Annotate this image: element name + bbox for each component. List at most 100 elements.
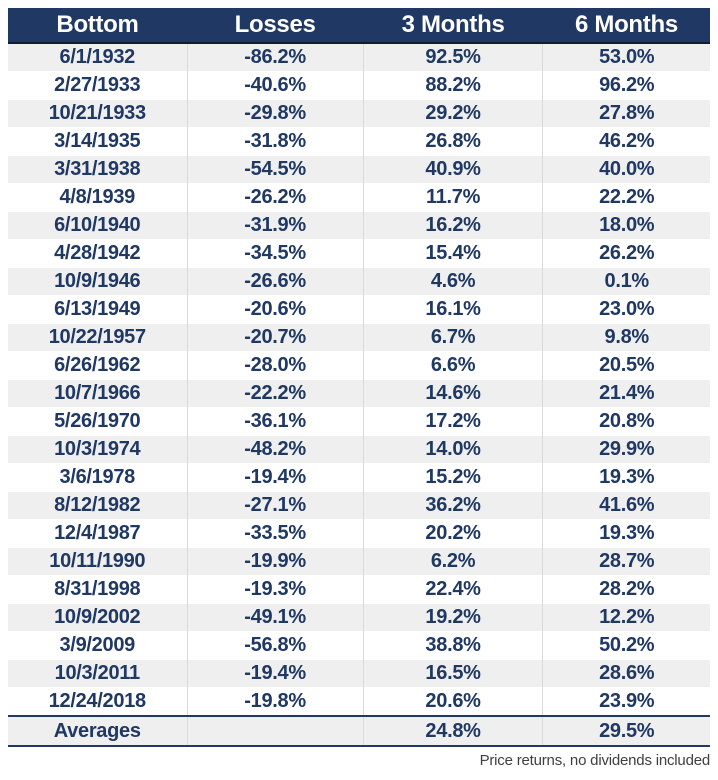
cell-bottom-date: 6/13/1949 — [8, 295, 187, 324]
cell-bottom-date: 4/8/1939 — [8, 183, 187, 212]
cell-6-months: 27.8% — [542, 99, 710, 128]
cell-6-months: 28.7% — [542, 547, 710, 576]
header-cell-losses: Losses — [187, 8, 364, 44]
cell-bottom-date: 12/24/2018 — [8, 687, 187, 716]
cell-3-months: 6.6% — [362, 351, 543, 380]
cell-6-months: 53.0% — [542, 42, 710, 72]
cell-6-months: 28.6% — [542, 659, 710, 688]
table-row: 8/31/1998 -19.3% 22.4% 28.2% — [8, 575, 710, 604]
cell-3-months: 4.6% — [362, 267, 543, 296]
table-row: 6/13/1949 -20.6% 16.1% 23.0% — [8, 295, 710, 324]
cell-loss: -19.4% — [186, 659, 364, 688]
cell-loss: -28.0% — [186, 351, 364, 380]
cell-bottom-date: 10/7/1966 — [8, 379, 187, 408]
averages-losses-cell — [186, 715, 364, 747]
cell-loss: -31.8% — [186, 127, 364, 156]
table-row: 10/3/1974 -48.2% 14.0% 29.9% — [8, 435, 710, 464]
cell-6-months: 21.4% — [542, 379, 710, 408]
cell-loss: -56.8% — [186, 631, 364, 660]
cell-bottom-date: 10/9/2002 — [8, 603, 187, 632]
cell-3-months: 40.9% — [362, 155, 543, 184]
cell-loss: -19.4% — [186, 463, 364, 492]
header-row: Bottom Losses 3 Months 6 Months — [8, 8, 710, 44]
table-row: 4/8/1939 -26.2% 11.7% 22.2% — [8, 183, 710, 212]
header-cell-3-months: 3 Months — [363, 8, 543, 44]
averages-label: Averages — [8, 715, 187, 747]
cell-loss: -19.8% — [186, 687, 364, 716]
table-row: 12/24/2018 -19.8% 20.6% 23.9% — [8, 687, 710, 716]
cell-3-months: 22.4% — [362, 575, 543, 604]
cell-6-months: 9.8% — [542, 323, 710, 352]
cell-bottom-date: 6/1/1932 — [8, 42, 187, 72]
table-row: 3/14/1935 -31.8% 26.8% 46.2% — [8, 127, 710, 156]
cell-6-months: 41.6% — [542, 491, 710, 520]
cell-6-months: 50.2% — [542, 631, 710, 660]
table-row: 8/12/1982 -27.1% 36.2% 41.6% — [8, 491, 710, 520]
header-cell-6-months: 6 Months — [542, 8, 710, 44]
averages-6-months-cell: 29.5% — [542, 715, 710, 747]
cell-bottom-date: 2/27/1933 — [8, 71, 187, 100]
cell-6-months: 22.2% — [542, 183, 710, 212]
cell-loss: -34.5% — [186, 239, 364, 268]
cell-bottom-date: 4/28/1942 — [8, 239, 187, 268]
cell-3-months: 29.2% — [362, 99, 543, 128]
cell-bottom-date: 3/31/1938 — [8, 155, 187, 184]
cell-6-months: 18.0% — [542, 211, 710, 240]
cell-6-months: 96.2% — [542, 71, 710, 100]
table-row: 10/9/1946 -26.6% 4.6% 0.1% — [8, 267, 710, 296]
cell-6-months: 26.2% — [542, 239, 710, 268]
table-row: 10/9/2002 -49.1% 19.2% 12.2% — [8, 603, 710, 632]
cell-3-months: 17.2% — [362, 407, 543, 436]
cell-3-months: 19.2% — [362, 603, 543, 632]
cell-bottom-date: 3/9/2009 — [8, 631, 187, 660]
cell-loss: -27.1% — [186, 491, 364, 520]
cell-6-months: 29.9% — [542, 435, 710, 464]
cell-6-months: 0.1% — [542, 267, 710, 296]
cell-loss: -19.3% — [186, 575, 364, 604]
cell-loss: -36.1% — [186, 407, 364, 436]
table-row: 3/31/1938 -54.5% 40.9% 40.0% — [8, 155, 710, 184]
cell-3-months: 16.5% — [362, 659, 543, 688]
table-row: 6/10/1940 -31.9% 16.2% 18.0% — [8, 211, 710, 240]
cell-loss: -48.2% — [186, 435, 364, 464]
averages-row: Averages 24.8% 29.5% — [8, 715, 710, 747]
cell-3-months: 16.1% — [362, 295, 543, 324]
cell-loss: -26.6% — [186, 267, 364, 296]
cell-3-months: 16.2% — [362, 211, 543, 240]
cell-bottom-date: 10/21/1933 — [8, 99, 187, 128]
header-cell-bottom: Bottom — [8, 8, 187, 44]
cell-3-months: 92.5% — [362, 42, 543, 72]
table-row: 3/6/1978 -19.4% 15.2% 19.3% — [8, 463, 710, 492]
cell-loss: -22.2% — [186, 379, 364, 408]
averages-3-months-cell: 24.8% — [362, 715, 543, 747]
cell-bottom-date: 10/9/1946 — [8, 267, 187, 296]
returns-table: Bottom Losses 3 Months 6 Months 6/1/1932… — [8, 8, 710, 747]
table-body: 6/1/1932 -86.2% 92.5% 53.0% 2/27/1933 -40.6% 8… — [8, 42, 710, 716]
table-row: 10/21/1933 -29.8% 29.2% 27.8% — [8, 99, 710, 128]
cell-6-months: 23.9% — [542, 687, 710, 716]
footer-note: Price returns, no dividends included — [479, 752, 711, 769]
table-row: 2/27/1933 -40.6% 88.2% 96.2% — [8, 71, 710, 100]
table-row: 6/26/1962 -28.0% 6.6% 20.5% — [8, 351, 710, 380]
cell-6-months: 12.2% — [542, 603, 710, 632]
cell-loss: -26.2% — [186, 183, 364, 212]
cell-loss: -33.5% — [186, 519, 364, 548]
cell-3-months: 15.4% — [362, 239, 543, 268]
cell-6-months: 19.3% — [542, 519, 710, 548]
table-row: 6/1/1932 -86.2% 92.5% 53.0% — [8, 42, 710, 72]
cell-loss: -19.9% — [186, 547, 364, 576]
table-row: 12/4/1987 -33.5% 20.2% 19.3% — [8, 519, 710, 548]
cell-bottom-date: 12/4/1987 — [8, 519, 187, 548]
cell-3-months: 14.6% — [362, 379, 543, 408]
table-row: 10/11/1990 -19.9% 6.2% 28.7% — [8, 547, 710, 576]
cell-3-months: 6.2% — [362, 547, 543, 576]
cell-loss: -49.1% — [186, 603, 364, 632]
cell-6-months: 40.0% — [542, 155, 710, 184]
cell-6-months: 28.2% — [542, 575, 710, 604]
cell-3-months: 11.7% — [362, 183, 543, 212]
cell-3-months: 26.8% — [362, 127, 543, 156]
cell-6-months: 46.2% — [542, 127, 710, 156]
cell-bottom-date: 8/12/1982 — [8, 491, 187, 520]
table-row: 10/3/2011 -19.4% 16.5% 28.6% — [8, 659, 710, 688]
cell-loss: -54.5% — [186, 155, 364, 184]
